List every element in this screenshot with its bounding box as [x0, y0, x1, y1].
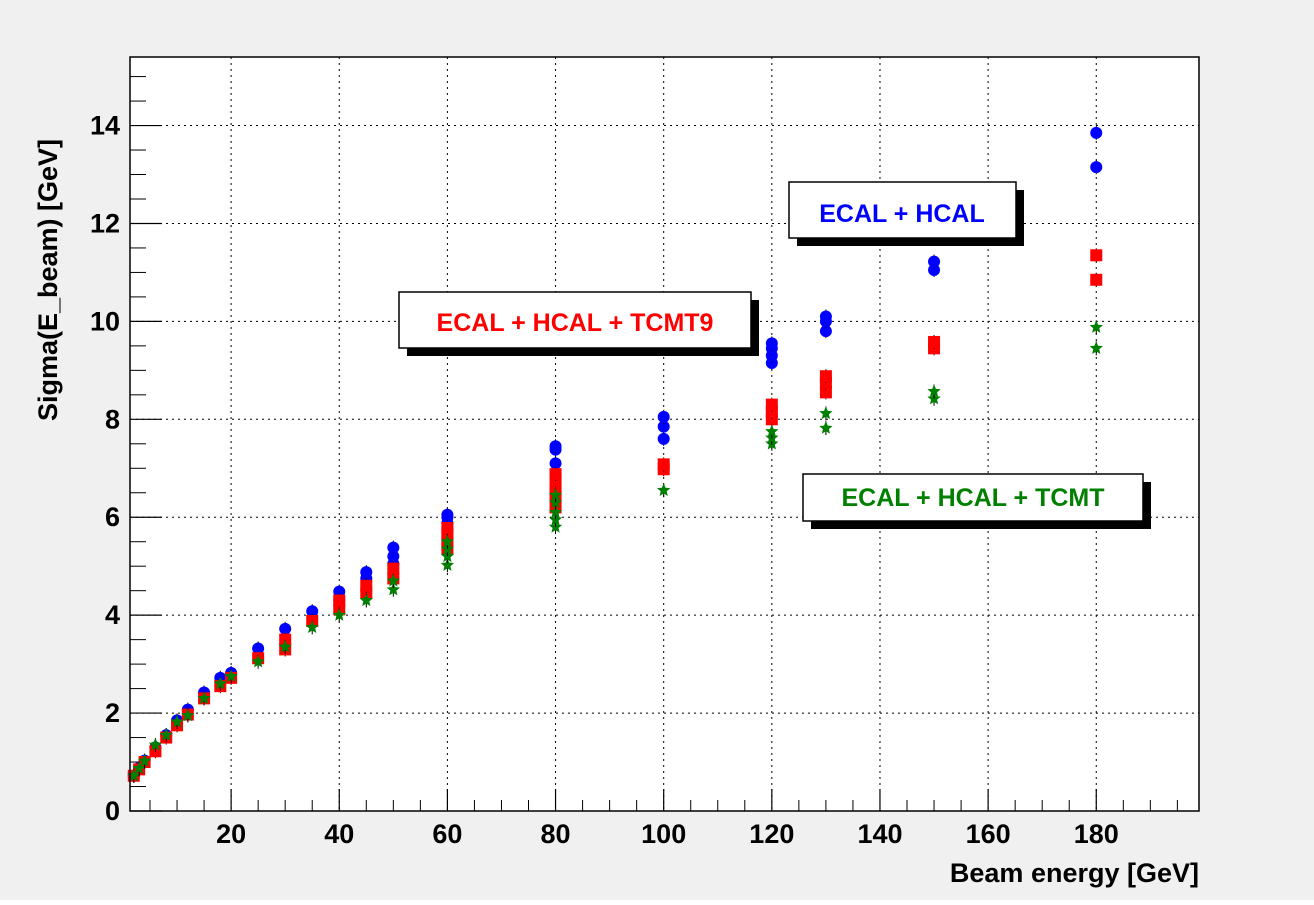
data-point-star [1089, 341, 1103, 354]
data-point-star [386, 573, 400, 587]
data-point-star [213, 676, 227, 690]
data-point-star [170, 714, 184, 728]
data-point-star [1089, 320, 1103, 333]
data-point-square [1090, 249, 1103, 262]
label-ecal-hcal-tcmt: ECAL + HCAL + TCMT [842, 484, 1105, 512]
data-points [127, 125, 1103, 783]
x-tick-label: 20 [216, 819, 246, 849]
x-axis-label: Beam energy [GeV] [950, 858, 1199, 888]
y-tick-label: 6 [105, 502, 120, 532]
data-point-circle [306, 605, 319, 618]
data-point-star [181, 708, 195, 722]
y-tick-label: 8 [105, 404, 120, 434]
y-tick-label: 14 [90, 111, 120, 141]
data-point-circle [819, 310, 832, 323]
data-point-star [440, 558, 455, 571]
x-tick-label: 100 [641, 819, 686, 849]
data-point-circle [360, 566, 373, 579]
data-point-circle [1090, 161, 1103, 174]
data-point-square [387, 562, 400, 575]
data-point-star [137, 754, 152, 767]
label-ecal-hcal: ECAL + HCAL [819, 200, 985, 228]
x-tick-label: 120 [749, 819, 794, 849]
data-point-square [819, 386, 832, 399]
data-point-star [159, 728, 173, 741]
data-point-star [148, 737, 163, 751]
x-tick-label: 60 [432, 819, 462, 849]
data-point-square [360, 579, 373, 592]
data-point-circle [657, 432, 670, 445]
data-point-star [132, 761, 146, 775]
y-tick-label: 4 [105, 600, 120, 630]
data-point-circle [549, 457, 562, 470]
series-star [127, 320, 1103, 783]
x-tick-label: 180 [1074, 819, 1119, 849]
data-point-square [928, 335, 941, 348]
data-point-square [333, 594, 346, 607]
x-tick-labels: 20 40 60 80 100 120 140 160 180 [216, 819, 1119, 849]
data-point-circle [279, 622, 292, 635]
data-point-star [305, 620, 319, 634]
axis-ticks [130, 76, 1178, 812]
data-point-square [657, 458, 670, 471]
data-point-star [440, 534, 455, 548]
data-point-square [441, 522, 454, 535]
data-point-circle [387, 541, 400, 554]
data-point-star [386, 582, 400, 596]
data-point-star [927, 384, 941, 398]
data-point-star [224, 669, 238, 683]
data-point-circle [252, 642, 265, 655]
annotation-ecal-hcal: ECAL + HCAL [788, 181, 1024, 246]
data-point-circle [549, 440, 562, 453]
data-point-circle [765, 337, 778, 350]
data-point-star [657, 483, 671, 496]
data-point-square [549, 468, 562, 481]
x-tick-label: 80 [541, 819, 571, 849]
plot-frame [129, 56, 1200, 812]
y-tick-label: 12 [90, 208, 120, 238]
data-point-star [765, 424, 779, 438]
data-point-star [251, 654, 265, 668]
x-tick-label: 140 [857, 819, 902, 849]
data-point-circle [387, 550, 400, 563]
data-point-star [197, 691, 211, 705]
data-point-circle [657, 410, 670, 423]
data-point-star [332, 608, 346, 621]
data-point-star [359, 593, 373, 607]
y-tick-label: 0 [105, 796, 120, 826]
data-point-star [278, 639, 292, 653]
y-axis-label: Sigma(E_beam) [GeV] [33, 139, 63, 421]
data-point-square [819, 370, 832, 383]
data-point-circle [928, 255, 941, 268]
y-tick-label: 2 [105, 698, 120, 728]
annotation-ecal-hcal-tcmt: ECAL + HCAL + TCMT [802, 473, 1151, 529]
data-point-star [548, 488, 563, 501]
data-point-star [548, 505, 563, 518]
data-point-circle [1090, 126, 1103, 139]
y-tick-labels: 0 2 4 6 8 10 12 14 [90, 111, 120, 826]
data-point-circle [657, 420, 670, 433]
data-point-circle [441, 508, 454, 521]
data-point-square [1090, 273, 1103, 286]
data-point-circle [819, 325, 832, 338]
data-point-square [279, 633, 292, 646]
x-tick-label: 40 [324, 819, 354, 849]
y-tick-label: 10 [90, 306, 120, 336]
data-point-circle [928, 263, 941, 276]
label-ecal-hcal-tcmt9: ECAL + HCAL + TCMT9 [437, 309, 714, 337]
data-point-star [819, 406, 833, 420]
x-tick-label: 160 [966, 819, 1011, 849]
annotation-ecal-hcal-tcmt9: ECAL + HCAL + TCMT9 [398, 291, 759, 356]
data-point-square [765, 398, 778, 411]
data-point-star [819, 421, 833, 434]
